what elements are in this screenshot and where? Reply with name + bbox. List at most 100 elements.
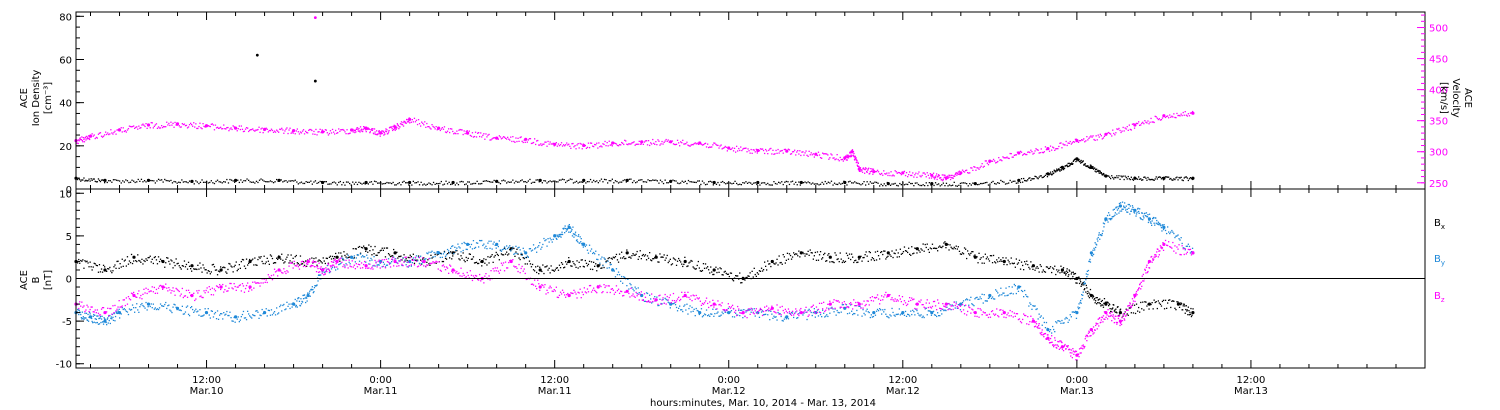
bx-series-sample <box>764 261 766 263</box>
bx-series-sample <box>238 264 240 266</box>
density-series-sample <box>131 179 133 181</box>
bz-series-sample <box>521 265 523 268</box>
bx-series-sample <box>1188 314 1191 316</box>
bx-series-sample <box>784 262 786 264</box>
density-series-sample <box>885 185 887 187</box>
by-series-sample <box>1011 286 1013 288</box>
velocity-series-sample <box>1112 129 1114 131</box>
bz-series-sample <box>425 266 427 268</box>
velocity-series-sample <box>521 140 523 142</box>
bx-series-sample <box>646 255 649 257</box>
velocity-series-sample <box>654 143 656 145</box>
by-series-sample <box>643 300 646 302</box>
bx-series-sample <box>949 244 951 246</box>
velocity-series-sample <box>142 123 144 125</box>
velocity-series-sample <box>1118 127 1120 130</box>
by-series-sample <box>1142 219 1144 221</box>
density-series-sample <box>945 182 948 184</box>
velocity-series-sample <box>780 150 782 152</box>
bz-series-sample <box>504 261 507 263</box>
by-series-sample <box>779 313 781 315</box>
density-series-sample <box>994 182 996 185</box>
velocity-series-sample <box>1101 138 1103 140</box>
velocity-series-sample <box>853 152 855 155</box>
velocity-series-sample <box>846 157 849 159</box>
bz-series-sample <box>268 276 270 278</box>
by-series-sample <box>258 317 260 319</box>
by-series-sample <box>93 313 95 316</box>
bx-series-sample <box>121 258 123 260</box>
bx-series-sample <box>1119 309 1121 311</box>
bx-series-sample <box>184 266 187 268</box>
by-series-sample <box>289 307 291 310</box>
bx-series-sample <box>399 255 401 258</box>
velocity-series-sample <box>570 147 572 149</box>
velocity-series-sample <box>1009 152 1011 155</box>
velocity-series-sample <box>500 138 503 140</box>
bx-series-sample <box>1188 310 1190 312</box>
bx-series-sample <box>1113 304 1115 306</box>
by-series-sample <box>197 310 199 312</box>
by-series-sample <box>737 314 739 316</box>
by-series-sample <box>571 229 573 231</box>
bx-series-sample <box>1186 310 1188 312</box>
velocity-series-sample <box>526 141 528 143</box>
bx-series-sample <box>653 258 655 260</box>
by-series-sample <box>727 307 729 310</box>
velocity-series-sample <box>904 174 907 177</box>
bx-series-sample <box>170 259 172 261</box>
velocity-series-sample <box>366 128 368 131</box>
bz-series-sample <box>329 265 332 267</box>
velocity-series-sample <box>622 142 624 144</box>
bz-series-sample <box>450 265 452 267</box>
bx-series-sample <box>803 253 805 255</box>
bx-series-sample <box>643 255 646 257</box>
by-series-sample <box>624 276 626 279</box>
by-series-sample <box>123 308 125 310</box>
by-series-sample <box>407 266 409 268</box>
density-series-sample <box>574 181 576 183</box>
bz-series-sample <box>81 301 83 303</box>
by-series-sample <box>1058 320 1060 322</box>
by-series-sample <box>961 301 964 304</box>
density-series-sample <box>1039 175 1041 177</box>
bz-series-sample <box>401 263 403 265</box>
by-series-sample <box>567 228 569 230</box>
bz-series-sample <box>535 285 537 287</box>
bx-series-sample <box>1017 262 1020 264</box>
velocity-series-sample <box>798 153 800 155</box>
bx-series-sample <box>269 254 272 256</box>
velocity-series-sample <box>219 127 221 129</box>
bx-series-sample <box>173 261 175 264</box>
bx-series-sample <box>1098 302 1100 304</box>
by-series-sample <box>183 313 186 315</box>
velocity-series-sample <box>408 121 410 123</box>
by-series-sample <box>669 307 671 309</box>
velocity-series-sample <box>899 172 901 174</box>
by-series-sample <box>124 309 126 311</box>
bz-series-sample <box>216 285 219 288</box>
by-series-sample <box>270 309 273 311</box>
by-series-sample <box>175 306 177 308</box>
bx-series-sample <box>362 247 364 249</box>
by-series-sample <box>1040 315 1042 317</box>
bx-series-sample <box>807 250 809 252</box>
bz-series-sample <box>516 267 518 269</box>
bz-series-sample <box>538 283 540 285</box>
by-series-sample <box>192 308 194 311</box>
density-series-sample <box>1025 180 1027 182</box>
by-series-sample <box>889 314 891 316</box>
bx-series-sample <box>391 255 393 257</box>
velocity-series-sample <box>359 126 362 128</box>
velocity-series-sample <box>721 148 723 150</box>
bx-series-sample <box>248 262 250 264</box>
density-series-sample <box>568 179 570 181</box>
density-series-sample <box>987 184 990 186</box>
bx-series-sample <box>588 260 591 262</box>
bz-series-sample <box>443 266 446 268</box>
by-series-sample <box>541 246 543 248</box>
velocity-series-sample <box>212 124 215 126</box>
by-series-sample <box>1130 210 1132 212</box>
velocity-series-sample <box>633 141 635 143</box>
by-series-sample <box>1081 294 1083 296</box>
